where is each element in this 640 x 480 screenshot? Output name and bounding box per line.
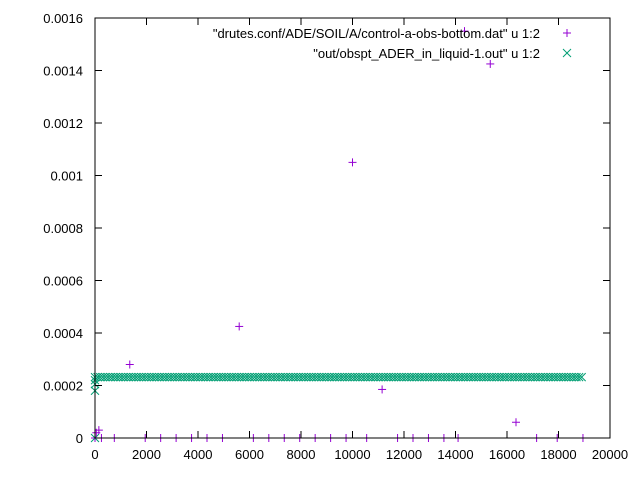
y-tick-label: 0.0008 xyxy=(43,221,83,236)
series-1-point xyxy=(378,385,387,394)
series-1-point xyxy=(235,322,244,331)
x-tick-label: 20000 xyxy=(592,447,628,462)
series-1-point xyxy=(348,158,357,167)
y-tick-label: 0.0014 xyxy=(43,64,83,79)
x-tick-label: 18000 xyxy=(540,447,576,462)
x-tick-label: 10000 xyxy=(334,447,370,462)
x-tick-label: 14000 xyxy=(437,447,473,462)
x-tick-label: 16000 xyxy=(489,447,525,462)
y-tick-label: 0 xyxy=(76,431,83,446)
series-2 xyxy=(90,372,587,443)
series-1-point xyxy=(94,426,103,435)
x-tick-label: 8000 xyxy=(287,447,316,462)
x-tick-label: 12000 xyxy=(386,447,422,462)
axes-layer: 0 0.0002 0.0004 0.0006 0.0008 0.001 0.0012 0.00… xyxy=(43,11,628,462)
legend-marker-plus xyxy=(563,29,571,37)
legend-item: "drutes.conf/ADE/SOIL/A/control-a-obs-bo… xyxy=(213,26,571,41)
legend-label: "out/obspt_ADER_in_liquid-1.out" u 1:2 xyxy=(313,46,540,61)
series-2-point xyxy=(577,372,587,382)
legend-item: "out/obspt_ADER_in_liquid-1.out" u 1:2 xyxy=(313,46,572,61)
y-tick-label: 0.0002 xyxy=(43,379,83,394)
series-1-point xyxy=(125,360,134,369)
series-2-point xyxy=(574,372,584,382)
x-tick-label: 4000 xyxy=(184,447,213,462)
legend-marker-cross xyxy=(562,48,572,58)
x-tick-label: 0 xyxy=(91,447,98,462)
y-tick-label: 0.0006 xyxy=(43,274,83,289)
legend: "drutes.conf/ADE/SOIL/A/control-a-obs-bo… xyxy=(213,26,572,61)
series-1-point xyxy=(486,59,495,68)
series-1-point xyxy=(460,27,469,36)
y-tick-label: 0.0004 xyxy=(43,326,83,341)
series-layer xyxy=(90,27,587,443)
x-tick-label: 6000 xyxy=(235,447,264,462)
x-tick-label: 2000 xyxy=(132,447,161,462)
y-tick-label: 0.0016 xyxy=(43,11,83,26)
legend-label: "drutes.conf/ADE/SOIL/A/control-a-obs-bo… xyxy=(213,26,540,41)
y-tick-label: 0.001 xyxy=(50,169,83,184)
series-1-point xyxy=(512,418,521,427)
y-tick-label: 0.0012 xyxy=(43,116,83,131)
